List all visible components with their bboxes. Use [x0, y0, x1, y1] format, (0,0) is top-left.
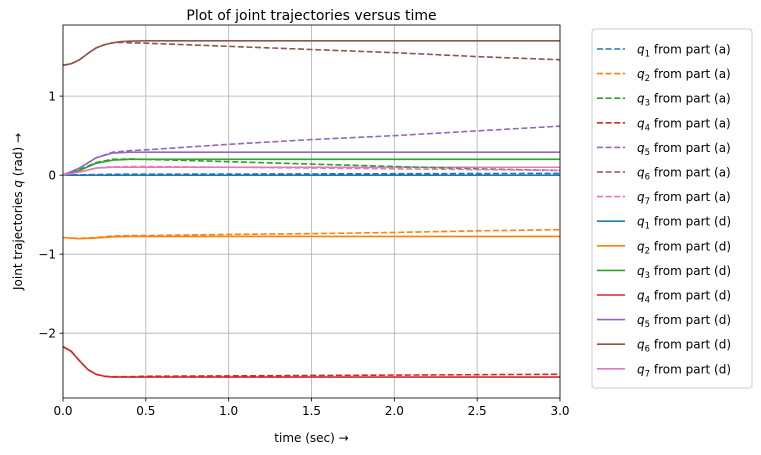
legend-entry-label: q2 from part (d)	[637, 239, 731, 256]
legend-entry-label: q4 from part (a)	[637, 116, 731, 133]
plot-lines	[62, 40, 561, 378]
x-tick-label: 3.0	[550, 404, 569, 418]
x-tick-label: 1.5	[302, 404, 321, 418]
x-tick-label: 0.5	[136, 404, 155, 418]
axis-ticks: 0.0 0.5 1.0 1.5 2.0 2.5 3.0 −2 −1 0 1	[38, 90, 569, 418]
series-line-q2-part-a	[62, 228, 561, 240]
legend-entry-label: q1 from part (a)	[637, 43, 731, 60]
x-tick-label: 1.0	[219, 404, 238, 418]
y-tick-label: −2	[38, 327, 56, 341]
legend-box	[591, 28, 753, 389]
series-line-q4-part-d	[62, 345, 560, 378]
y-tick-label: −1	[38, 248, 56, 262]
series-line-q3-part-a	[62, 158, 561, 176]
legend-entry-label: q5 from part (d)	[637, 313, 731, 330]
legend-entry-label: q4 from part (d)	[637, 289, 731, 306]
legend-entry-label: q3 from part (a)	[637, 92, 731, 109]
legend-entry-label: q6 from part (a)	[637, 166, 731, 183]
legend-entry-label: q7 from part (a)	[637, 190, 731, 207]
x-tick-label: 2.5	[468, 404, 487, 418]
ylabel-q: q	[11, 180, 25, 188]
y-axis-label: Joint trajectories q (rad) →	[11, 133, 25, 291]
chart-title: Plot of joint trajectories versus time	[186, 8, 436, 24]
legend-entry-label: q3 from part (d)	[637, 264, 731, 281]
y-tick-label: 0	[48, 169, 56, 183]
legend-entry-label: q6 from part (d)	[637, 338, 731, 355]
series-line-q4-part-a	[62, 345, 561, 378]
legend-entry-label: q7 from part (d)	[637, 362, 731, 379]
series-line-q5-part-a	[62, 125, 561, 176]
series-line-q7-part-a	[62, 165, 561, 176]
legend: q1 from part (a) q2 from part (a) q3 from …	[591, 28, 753, 389]
legend-entry-label: q2 from part (a)	[637, 67, 731, 84]
y-tick-label: 1	[48, 90, 56, 104]
legend-entry-label: q5 from part (a)	[637, 141, 731, 158]
x-tick-label: 0.0	[53, 404, 72, 418]
series-line-q1-part-a	[62, 172, 561, 176]
x-tick-label: 2.0	[385, 404, 404, 418]
x-axis-label: time (sec) →	[274, 431, 348, 445]
legend-entry-label: q1 from part (d)	[637, 215, 731, 232]
series-line-q6-part-a	[62, 41, 561, 67]
